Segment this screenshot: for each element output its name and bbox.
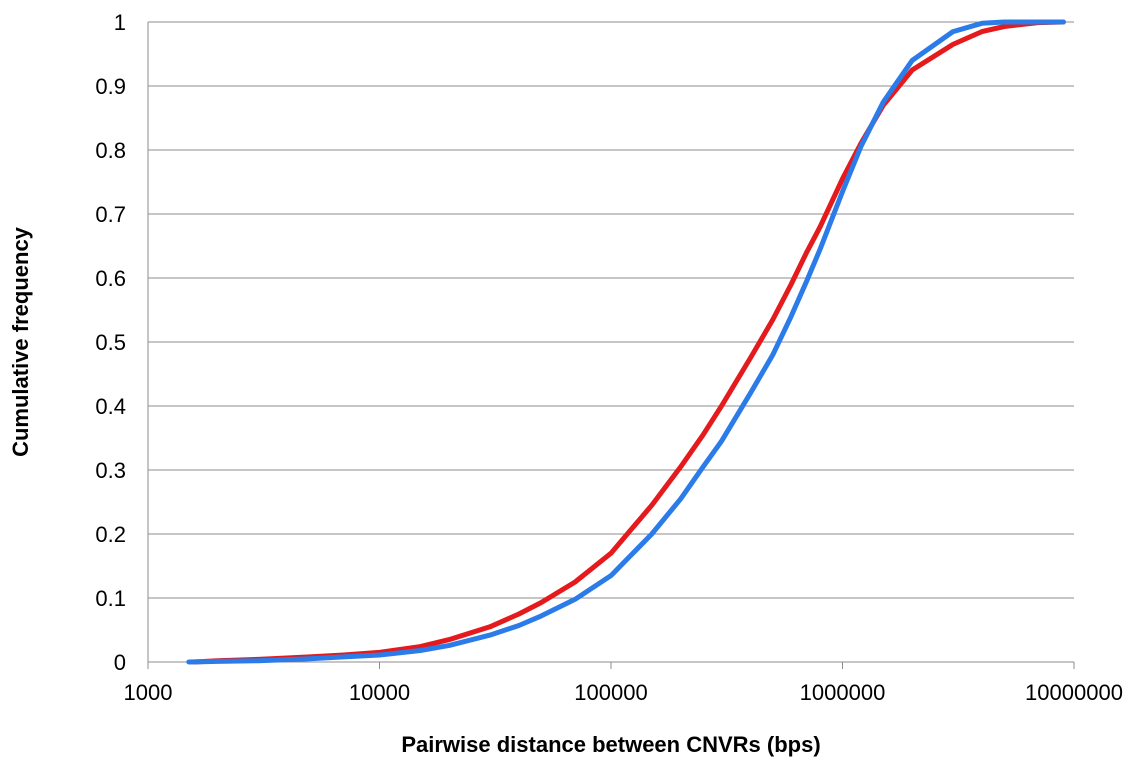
y-tick-label: 1 [114, 10, 126, 35]
y-tick-label: 0 [114, 650, 126, 675]
x-axis-title: Pairwise distance between CNVRs (bps) [401, 732, 820, 757]
y-tick-label: 0.9 [95, 74, 126, 99]
x-tick-label: 10000 [349, 680, 410, 705]
x-tick-labels: 1000 10000 100000 1000000 10000000 [124, 680, 1123, 705]
y-tick-label: 0.7 [95, 202, 126, 227]
y-tick-label: 0.3 [95, 458, 126, 483]
gridlines [148, 21, 1074, 599]
series-line-red [191, 19, 1066, 665]
y-tick-label: 0.4 [95, 394, 126, 419]
x-tick-label: 10000000 [1025, 680, 1123, 705]
series-lines [186, 19, 1066, 665]
x-tick-label: 1000000 [800, 680, 886, 705]
x-tick-label: 1000 [124, 680, 173, 705]
y-tick-label: 0.8 [95, 138, 126, 163]
axes [147, 22, 1075, 669]
y-axis-title: Cumulative frequency [8, 226, 33, 457]
y-tick-label: 0.1 [95, 586, 126, 611]
y-tick-labels: 0 0.1 0.2 0.3 0.4 0.5 0.6 0.7 0.8 0.9 1 [95, 10, 126, 675]
series-line-blue [186, 19, 1066, 665]
y-tick-label: 0.2 [95, 522, 126, 547]
x-tick-label: 100000 [574, 680, 647, 705]
y-tick-label: 0.5 [95, 330, 126, 355]
y-tick-label: 0.6 [95, 266, 126, 291]
